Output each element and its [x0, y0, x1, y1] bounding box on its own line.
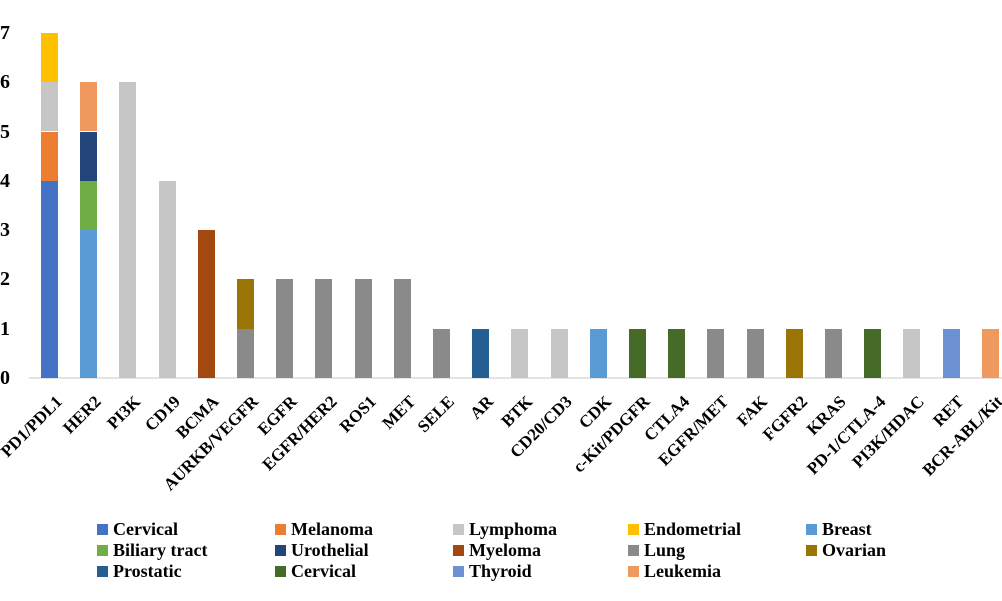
- legend-label: Urothelial: [291, 540, 369, 560]
- bar-segment: [237, 328, 254, 378]
- x-axis-label: PI3K: [103, 392, 145, 433]
- legend-label: Melanoma: [291, 519, 373, 539]
- legend-swatch-icon: [453, 524, 464, 535]
- legend-item: Ovarian: [806, 540, 886, 561]
- bar-segment: [864, 328, 882, 378]
- legend-swatch-icon: [97, 566, 108, 577]
- legend-label: Breast: [822, 519, 872, 539]
- legend-item: Lung: [628, 540, 685, 561]
- bar-segment: [80, 180, 98, 231]
- y-tick-label: 1: [0, 317, 10, 340]
- legend-label: Lung: [644, 540, 686, 560]
- y-tick-label: 4: [0, 169, 10, 192]
- bar-segment: [825, 328, 842, 378]
- legend-label: Biliary tract: [113, 540, 208, 560]
- bar-segment: [315, 279, 333, 378]
- bar-segment: [158, 180, 176, 378]
- legend-item: Melanoma: [275, 519, 373, 540]
- bar-segment: [629, 328, 646, 378]
- legend-item: Prostatic: [97, 561, 182, 582]
- bar-segment: [80, 82, 98, 132]
- legend-label: Cervical: [113, 519, 178, 539]
- legend-item: Cervical: [275, 561, 356, 582]
- y-tick-label: 0: [0, 367, 10, 389]
- legend-swatch-icon: [275, 545, 286, 556]
- legend-swatch-icon: [97, 545, 108, 556]
- y-tick-label: 6: [0, 71, 10, 94]
- legend-label: Endometrial: [644, 519, 741, 539]
- legend-swatch-icon: [453, 545, 464, 556]
- legend-label: Leukemia: [644, 561, 722, 581]
- x-axis-label: PD1/PDL1: [0, 392, 66, 461]
- legend-swatch-icon: [806, 524, 817, 535]
- bar-segment: [511, 328, 529, 378]
- bar-segment: [589, 328, 607, 378]
- bar-segment: [707, 328, 725, 378]
- bar-segment: [981, 328, 999, 378]
- legend-item: Urothelial: [275, 540, 369, 561]
- legend-item: Lymphoma: [453, 519, 557, 540]
- bar-segment: [276, 279, 294, 378]
- bar-segment: [746, 328, 764, 378]
- legend-label: Ovarian: [822, 540, 887, 560]
- bar-segment: [942, 328, 960, 378]
- legend-swatch-icon: [628, 545, 639, 556]
- y-tick-label: 5: [0, 120, 10, 143]
- x-axis-label: MET: [377, 392, 419, 433]
- bar-segment: [41, 82, 58, 132]
- bar-segment: [41, 180, 58, 378]
- y-tick-label: 3: [0, 219, 10, 242]
- x-axis-label: HER2: [59, 392, 106, 438]
- bar-segment: [668, 328, 686, 378]
- legend-swatch-icon: [275, 566, 286, 577]
- x-axis-line: [29, 377, 1002, 379]
- legend-label: Cervical: [291, 561, 356, 581]
- bar-segment: [119, 82, 137, 378]
- bar-segment: [237, 279, 254, 329]
- bar-segment: [903, 328, 921, 378]
- legend-item: Endometrial: [628, 519, 741, 540]
- bar-segment: [80, 230, 98, 378]
- legend-swatch-icon: [628, 524, 639, 535]
- legend-label: Myeloma: [469, 540, 541, 560]
- bar-segment: [197, 230, 215, 378]
- bar-segment: [433, 328, 450, 378]
- bar-segment: [41, 131, 58, 181]
- bar-segment: [80, 131, 98, 181]
- y-tick-label: 2: [0, 268, 10, 291]
- legend-swatch-icon: [275, 524, 286, 535]
- legend-swatch-icon: [806, 545, 817, 556]
- legend-label: Prostatic: [113, 561, 182, 581]
- legend-label: Thyroid: [469, 561, 532, 581]
- bar-segment: [354, 279, 372, 378]
- legend-item: Myeloma: [453, 540, 541, 561]
- bar-segment: [472, 328, 490, 378]
- bar-segment: [785, 328, 803, 378]
- x-axis-label: SELE: [413, 392, 458, 437]
- x-axis-label: ROS1: [335, 392, 380, 437]
- legend-item: Breast: [806, 519, 872, 540]
- legend-label: Lymphoma: [469, 519, 558, 539]
- legend-item: Leukemia: [628, 561, 721, 582]
- bar-segment: [41, 32, 58, 83]
- legend-item: Thyroid: [453, 561, 532, 582]
- x-axis-label: AR: [466, 392, 498, 423]
- legend-swatch-icon: [97, 524, 108, 535]
- bar-segment: [550, 328, 568, 378]
- legend-swatch-icon: [453, 566, 464, 577]
- legend-item: Cervical: [97, 519, 178, 540]
- y-tick-label: 7: [0, 21, 10, 44]
- legend-swatch-icon: [628, 566, 639, 577]
- legend-item: Biliary tract: [97, 540, 207, 561]
- bar-segment: [393, 279, 411, 378]
